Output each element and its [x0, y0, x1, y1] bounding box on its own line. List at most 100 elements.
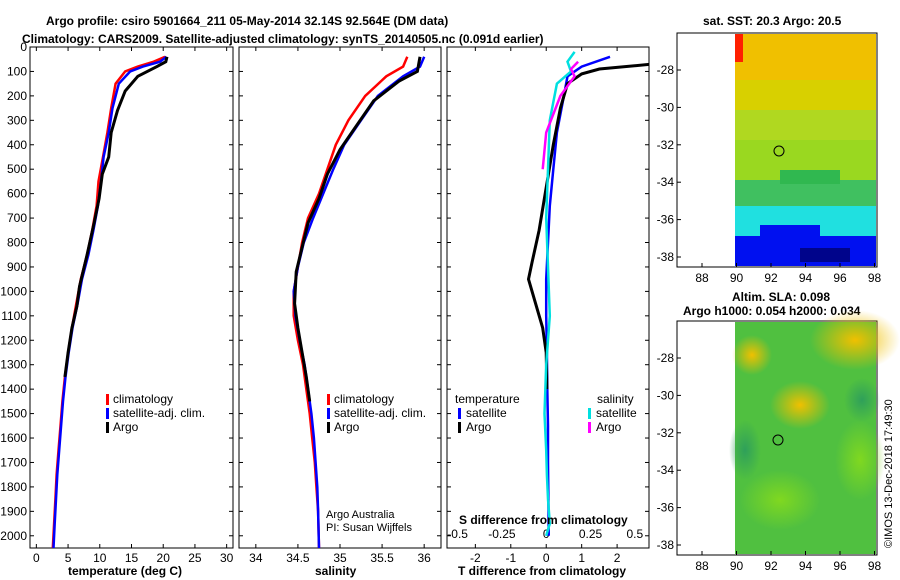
x-tick-label: 34.5 [286, 551, 310, 565]
salinity-lines [292, 56, 426, 548]
sla-high-northwest [732, 335, 772, 375]
legend-label: satellite [596, 406, 637, 420]
annotation-institution: Argo Australia [326, 509, 395, 521]
sla-x-axis: 88 90 92 94 96 98 [695, 551, 881, 573]
sst-x-axis: 88 90 92 94 96 98 [695, 263, 881, 285]
legend-swatch-satellite [106, 408, 109, 419]
map-y-tick-label: -30 [657, 100, 675, 114]
header-line-2: Climatology: CARS2009. Satellite-adjuste… [22, 32, 544, 46]
legend-swatch-argo [327, 422, 330, 433]
sla-low-west [729, 420, 761, 480]
salinity-legend: climatology satellite-adj. clim. Argo [327, 392, 426, 434]
map-y-tick-label: -32 [657, 426, 675, 440]
legend-title-salinity: salinity [597, 392, 634, 406]
sla-argo-location-marker [772, 434, 784, 446]
x-tick-label: -2 [470, 551, 481, 565]
salinity-x-axis: 34 34.5 35 35.5 36 [249, 47, 431, 565]
legend-label: Argo [596, 420, 622, 434]
x-tick-label: 15 [125, 551, 139, 565]
depth-tick-label: 100 [7, 64, 27, 78]
map-x-tick-label: 98 [868, 559, 882, 573]
sla-high-center [770, 381, 830, 429]
legend-label: satellite [466, 406, 507, 420]
temperature-lines [51, 55, 169, 548]
sst-patch-dark [800, 248, 850, 262]
x-tick-label: 36 [417, 551, 431, 565]
map-y-tick-label: -36 [657, 213, 675, 227]
x-tick-label: 1 [578, 551, 585, 565]
credit-text: ©IMOS 13-Dec-2018 17:49:30 [883, 399, 895, 548]
map-y-tick-label: -30 [657, 388, 675, 402]
s-difference-x-label: S difference from climatology [459, 513, 628, 527]
x-tick-label: 0 [33, 551, 40, 565]
depth-tick-label: 1400 [0, 382, 27, 396]
t-difference-x-axis: -2 -1 0 1 2 [470, 47, 621, 565]
header-line-1: Argo profile: csiro 5901664_211 05-May-2… [46, 14, 448, 28]
depth-tick-label: 1900 [0, 504, 27, 518]
series-s-satellite [543, 51, 576, 537]
x-tick-label: 20 [157, 551, 171, 565]
x-tick-label: 2 [614, 551, 621, 565]
map-x-tick-label: 94 [799, 559, 813, 573]
x-tick-label: 30 [220, 551, 234, 565]
depth-tick-label: 1700 [0, 455, 27, 469]
legend-swatch-t-argo [458, 422, 461, 433]
sst-argo-location-marker [773, 145, 785, 157]
map-x-tick-label: 92 [764, 271, 778, 285]
legend-swatch-s-argo [588, 422, 591, 433]
s-diff-tick-label: -0.5 [447, 527, 468, 541]
depth-tick-label: 0 [20, 40, 27, 54]
salinity-x-label: salinity [315, 564, 357, 578]
x-tick-label: 35 [333, 551, 347, 565]
legend-swatch-t-satellite [458, 408, 461, 419]
map-y-tick-label: -38 [657, 250, 675, 264]
sst-band-green [735, 180, 876, 206]
x-tick-label: 35.5 [370, 551, 394, 565]
legend-label: Argo [113, 420, 139, 434]
temperature-panel [29, 46, 234, 549]
s-diff-tick-label: -0.25 [488, 527, 516, 541]
series-s-argo [541, 60, 579, 170]
map-x-tick-label: 90 [730, 559, 744, 573]
x-tick-label: 10 [93, 551, 107, 565]
temperature-legend: climatology satellite-adj. clim. Argo [106, 392, 205, 434]
sla-high-northeast [810, 310, 900, 370]
sla-map-title-1: Altim. SLA: 0.098 [732, 290, 830, 304]
map-x-tick-label: 96 [833, 559, 847, 573]
map-x-tick-label: 88 [695, 271, 709, 285]
legend-swatch-argo [106, 422, 109, 433]
legend-label: climatology [113, 392, 173, 406]
x-tick-label: -1 [505, 551, 516, 565]
depth-tick-label: 1500 [0, 407, 27, 421]
depth-tick-label: 200 [7, 89, 27, 103]
sla-y-axis: -28 -30 -32 -34 -36 -38 [657, 351, 681, 552]
depth-tick-label: 1000 [0, 284, 27, 298]
sla-map [676, 310, 900, 556]
map-x-tick-label: 92 [764, 559, 778, 573]
s-diff-tick-label: 0.5 [626, 527, 643, 541]
depth-axis: 0 100 200 300 400 500 600 700 800 900 1000 1100 1200… [0, 40, 649, 543]
map-x-tick-label: 96 [833, 271, 847, 285]
series-argo [293, 56, 422, 402]
legend-swatch-climatology [106, 394, 109, 405]
depth-tick-label: 1800 [0, 480, 27, 494]
series-t-argo [526, 62, 649, 390]
map-y-tick-label: -34 [657, 463, 675, 477]
x-tick-label: 34 [249, 551, 263, 565]
difference-lines [526, 51, 649, 537]
s-diff-tick-label: 0.25 [579, 527, 603, 541]
sst-map-title: sat. SST: 20.3 Argo: 20.5 [703, 14, 842, 28]
sla-low-east-dark [844, 378, 880, 422]
legend-label: satellite-adj. clim. [113, 406, 205, 420]
map-y-tick-label: -32 [657, 138, 675, 152]
depth-tick-label: 1600 [0, 431, 27, 445]
legend-label: satellite-adj. clim. [334, 406, 426, 420]
difference-legend: temperature satellite Argo salinity sate… [455, 392, 637, 434]
legend-swatch-climatology [327, 394, 330, 405]
map-y-tick-label: -28 [657, 351, 675, 365]
t-difference-x-label: T difference from climatology [458, 564, 626, 578]
salinity-panel [238, 46, 442, 549]
sst-patch-hot [735, 34, 743, 62]
legend-label: climatology [334, 392, 394, 406]
